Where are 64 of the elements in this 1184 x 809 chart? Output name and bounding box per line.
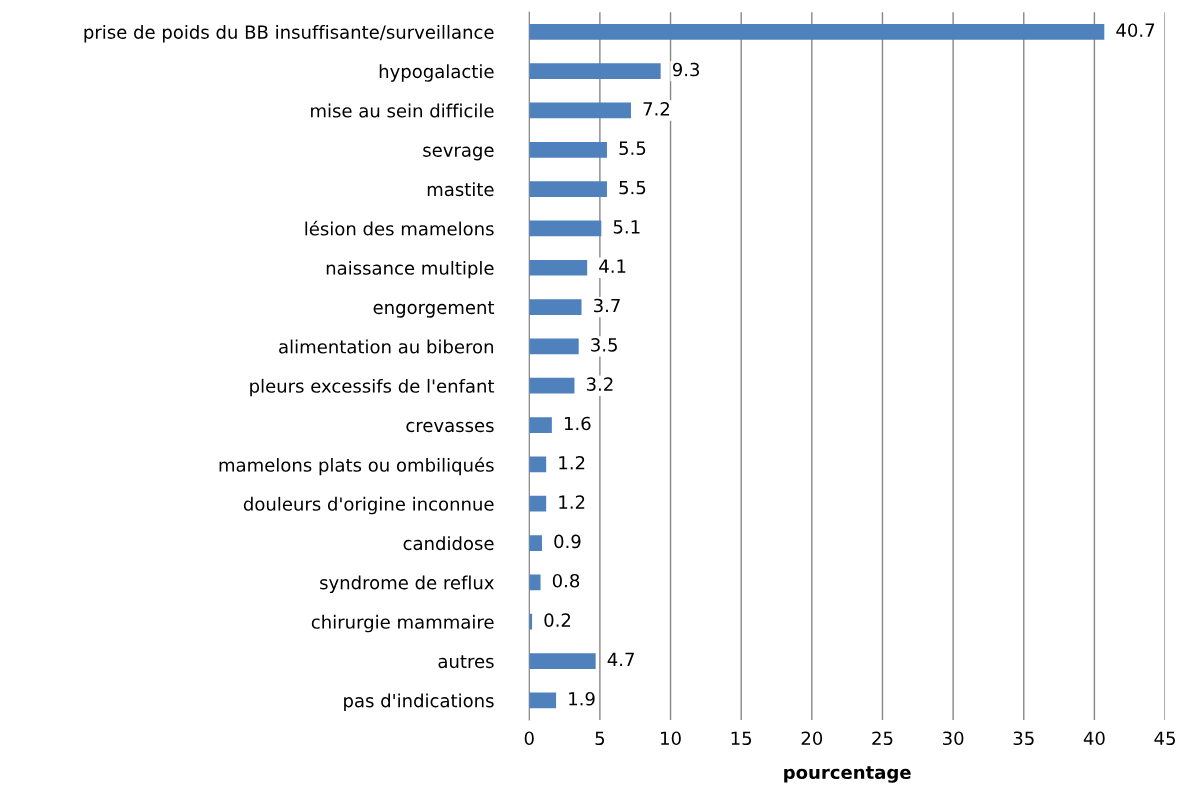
bar xyxy=(529,220,602,237)
bar xyxy=(529,23,1105,40)
x-tick-label: 45 xyxy=(1154,731,1175,746)
x-tick-label: 15 xyxy=(731,731,752,746)
bar xyxy=(529,535,542,551)
y-tick-label: chirurgie mammaire xyxy=(311,614,494,633)
data-label: 1.9 xyxy=(569,691,595,706)
y-tick-label: douleurs d'origine inconnue xyxy=(243,496,494,515)
x-tick-label: 0 xyxy=(524,731,534,746)
bar xyxy=(529,574,541,591)
data-label: 40.7 xyxy=(1116,23,1155,38)
y-tick-label: hypogalactie xyxy=(379,64,494,82)
data-label: 5.5 xyxy=(619,141,646,156)
data-label: 0.8 xyxy=(552,573,580,588)
y-tick-label: naissance multiple xyxy=(326,260,494,279)
data-label: 0.2 xyxy=(544,613,571,627)
bar xyxy=(529,692,557,709)
bar xyxy=(529,181,607,197)
x-tick-label: 5 xyxy=(595,731,605,746)
y-tick-label: alimentation au biberon xyxy=(279,339,493,354)
data-label: 1.2 xyxy=(559,455,585,470)
bar xyxy=(529,63,661,79)
bar xyxy=(529,259,588,276)
data-label: 1.2 xyxy=(559,495,585,509)
x-tick-label: 40 xyxy=(1083,731,1105,746)
data-label: 3.7 xyxy=(594,298,620,313)
x-tick-label: 10 xyxy=(661,731,681,746)
data-label: 3.2 xyxy=(586,377,613,391)
bar xyxy=(529,653,596,669)
y-tick-label: candidose xyxy=(403,536,494,551)
bar xyxy=(529,299,582,315)
data-label: 5.1 xyxy=(613,220,640,234)
data-label: 0.9 xyxy=(554,534,581,549)
data-label: 4.7 xyxy=(607,652,634,666)
x-tick-label: 20 xyxy=(801,731,823,746)
data-label: 9.3 xyxy=(672,62,700,77)
y-tick-label: syndrome de reflux xyxy=(320,575,494,593)
y-tick-label: sevrage xyxy=(423,146,494,161)
y-tick-label: mise au sein difficile xyxy=(311,103,494,118)
bar xyxy=(529,338,579,355)
y-tick-label: prise de poids du BB insuffisante/surveillance xyxy=(84,24,494,43)
bar xyxy=(529,377,575,394)
x-axis-title: pourcentage xyxy=(784,766,911,783)
x-tick-label: 35 xyxy=(1013,731,1034,746)
data-label: 3.5 xyxy=(591,337,617,352)
y-tick-label: pleurs excessifs de l'enfant xyxy=(250,378,495,397)
y-tick-label: mastite xyxy=(427,182,494,197)
data-label: 1.6 xyxy=(564,416,591,431)
bar xyxy=(529,495,547,512)
y-tick-label: pas d'indications xyxy=(344,693,494,711)
data-label: 7.2 xyxy=(643,102,669,116)
x-tick-label: 30 xyxy=(943,731,964,746)
x-tick-label: 25 xyxy=(872,731,893,746)
bar xyxy=(529,141,607,158)
y-tick-label: lésion des mamelons xyxy=(305,220,494,236)
y-tick-label: engorgement xyxy=(373,301,495,318)
bar xyxy=(529,417,552,433)
data-label: 4.1 xyxy=(599,259,626,273)
data-label: 5.5 xyxy=(619,180,646,195)
y-tick-label: crevasses xyxy=(406,421,494,433)
bar xyxy=(529,102,631,119)
y-tick-label: autres xyxy=(438,655,494,669)
y-tick-label: mamelons plats ou ombiliqués xyxy=(219,457,494,476)
bar xyxy=(529,456,547,473)
